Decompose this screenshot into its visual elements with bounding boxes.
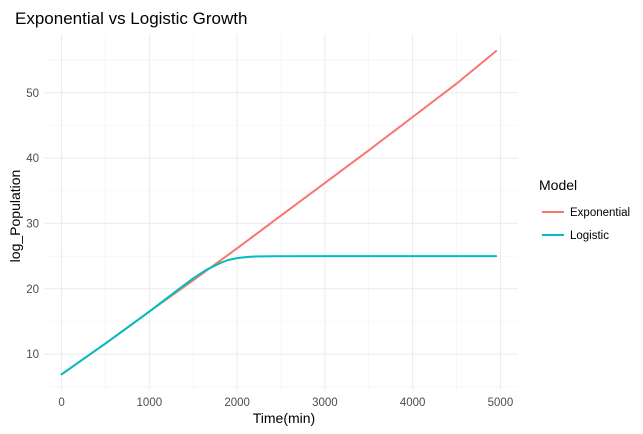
y-tick-label: 20 xyxy=(26,284,39,296)
legend: Model Exponential Logistic xyxy=(539,177,630,242)
y-tick-label: 10 xyxy=(26,349,39,361)
legend-label-exponential: Exponential xyxy=(570,207,630,219)
legend-items: Exponential Logistic xyxy=(542,207,630,242)
y-axis-ticks: 10 20 30 40 50 xyxy=(26,88,39,361)
x-tick-label: 1000 xyxy=(137,397,163,409)
x-tick-label: 3000 xyxy=(312,397,338,409)
x-tick-label: 5000 xyxy=(488,397,514,409)
y-tick-label: 50 xyxy=(26,88,39,100)
y-tick-label: 30 xyxy=(26,218,39,230)
legend-title: Model xyxy=(539,177,577,193)
series-line-logistic xyxy=(60,255,498,376)
x-tick-label: 2000 xyxy=(224,397,250,409)
y-tick-label: 40 xyxy=(26,153,39,165)
series-line-exponential xyxy=(60,50,498,376)
x-tick-label: 4000 xyxy=(400,397,426,409)
plot-grid xyxy=(44,34,518,390)
x-axis-title: Time(min) xyxy=(253,410,315,426)
plot-lines xyxy=(60,50,498,376)
y-axis-title: log_Population xyxy=(7,170,23,263)
legend-label-logistic: Logistic xyxy=(570,230,609,242)
x-tick-label: 0 xyxy=(58,397,64,409)
chart-title: Exponential vs Logistic Growth xyxy=(15,9,247,28)
x-axis-ticks: 0 1000 2000 3000 4000 5000 xyxy=(58,397,513,409)
